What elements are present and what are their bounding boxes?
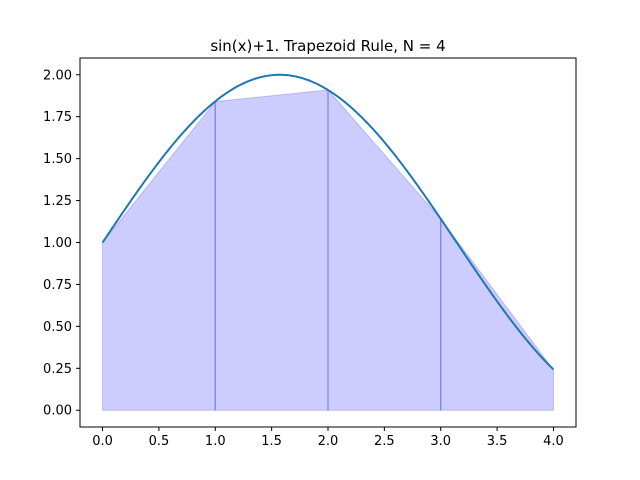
x-tick-label: 3.5	[487, 434, 508, 449]
function-curve	[101, 73, 555, 371]
y-tick-label: 0.25	[43, 362, 72, 377]
x-tick-label: 1.5	[261, 434, 282, 449]
y-tick-label: 1.50	[43, 152, 72, 167]
x-tick-label: 2.5	[374, 434, 395, 449]
trapezoid-4	[440, 217, 554, 411]
x-tick-label: 4.0	[543, 434, 564, 449]
trapezoid-3	[327, 88, 442, 411]
y-tick-label: 1.00	[43, 236, 72, 251]
x-tick-label: 3.0	[430, 434, 451, 449]
chart-title: sin(x)+1. Trapezoid Rule, N = 4	[210, 37, 445, 55]
y-tick-label: 2.00	[43, 68, 72, 83]
plot-area: 0.0 0.5 1.0 1.5 2.0 2.5 3.0 3.5 4.0 0.00 0.25 0.50 0…	[43, 57, 577, 449]
trapezoid-1	[102, 100, 216, 411]
x-tick-label: 0.0	[92, 434, 113, 449]
x-tick-label: 2.0	[318, 434, 339, 449]
y-tick-label: 1.25	[43, 194, 72, 209]
y-tick-label: 0.50	[43, 320, 72, 335]
y-tick-label: 1.75	[43, 110, 72, 125]
x-tick-label: 0.5	[149, 434, 170, 449]
y-tick-label: 0.75	[43, 278, 72, 293]
y-tick-label: 0.00	[43, 404, 72, 419]
x-tick-label: 1.0	[205, 434, 226, 449]
trapezoid-2	[214, 89, 329, 411]
